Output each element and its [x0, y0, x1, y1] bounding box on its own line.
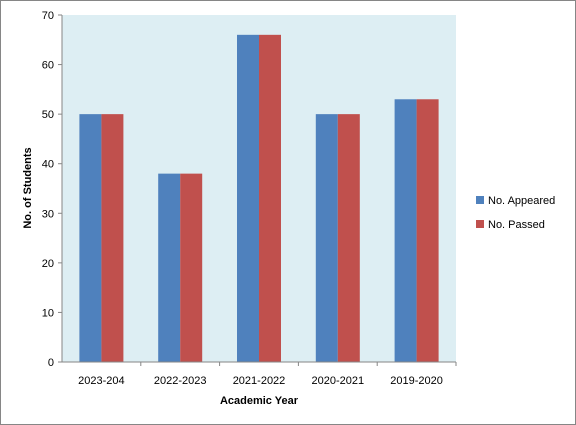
bars-group — [79, 34, 439, 363]
bar-no-appeared-2023-204 — [79, 114, 102, 363]
x-axis-title: Academic Year — [220, 395, 299, 407]
legend-swatch — [476, 196, 484, 204]
bar-no-passed-2020-2021 — [337, 114, 360, 363]
bar-no-appeared-2022-2023 — [158, 173, 181, 362]
bar-no-appeared-2019-2020 — [394, 99, 417, 363]
x-tick-label: 2023-204 — [78, 375, 125, 387]
x-tick-label: 2019-2020 — [390, 375, 443, 387]
y-tick-label: 50 — [42, 109, 54, 121]
bar-no-appeared-2021-2022 — [237, 34, 259, 362]
legend-label: No. Appeared — [488, 195, 555, 207]
x-tick-label: 2022-2023 — [154, 375, 207, 387]
legend: No. Appeared No. Passed — [476, 195, 555, 231]
x-tick-label: 2020-2021 — [311, 375, 364, 387]
bar-no-passed-2019-2020 — [416, 99, 439, 363]
bar-no-passed-2021-2022 — [259, 34, 281, 362]
x-tick-label: 2021-2022 — [233, 375, 286, 387]
y-tick-label: 40 — [42, 159, 54, 171]
bar-no-appeared-2020-2021 — [315, 114, 338, 363]
y-tick-label: 60 — [42, 60, 54, 72]
bar-no-passed-2023-204 — [101, 114, 124, 363]
y-tick-label: 20 — [42, 258, 54, 270]
y-tick-label: 0 — [48, 357, 54, 369]
legend-swatch — [476, 220, 484, 228]
y-tick-label: 70 — [42, 10, 54, 22]
y-axis-title: No. of Students — [22, 147, 34, 228]
legend-label: No. Passed — [488, 219, 545, 231]
y-tick-label: 10 — [42, 307, 54, 319]
x-axis-ticks: 2023-204 2022-2023 2021-2022 2020-2021 2019-… — [78, 362, 457, 387]
bar-no-passed-2022-2023 — [180, 173, 203, 362]
y-tick-label: 30 — [42, 208, 54, 220]
y-axis-ticks: 0 10 20 30 40 50 60 70 — [42, 10, 62, 369]
